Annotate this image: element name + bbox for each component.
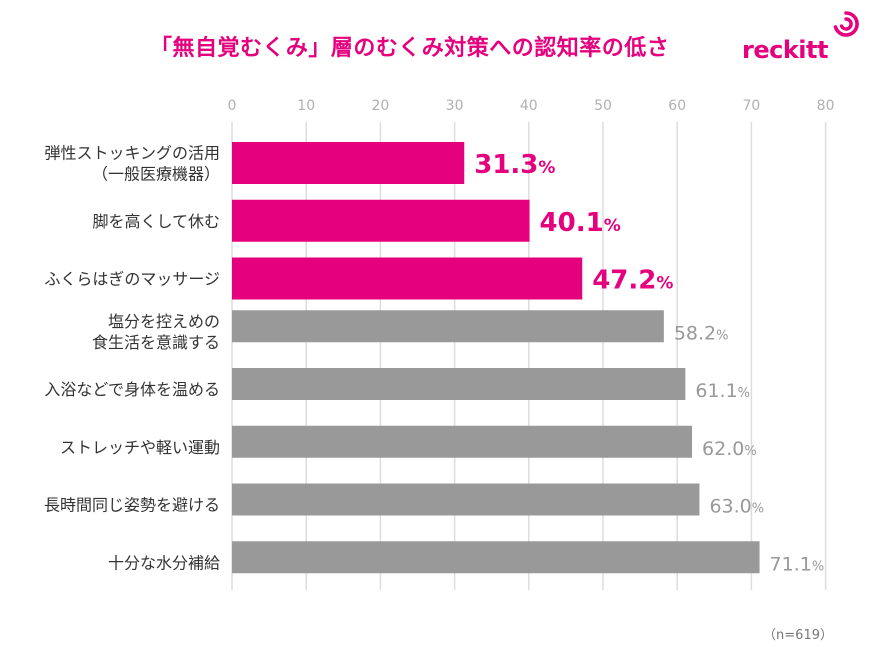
x-tick-label: 0 bbox=[228, 98, 237, 114]
category-label-line: 入浴などで身体を温める bbox=[44, 380, 220, 399]
chart-title: 「無自覚むくみ」層のむくみ対策への認知率の低さ bbox=[150, 36, 670, 61]
value-unit: % bbox=[538, 158, 555, 178]
category-label-line: 弾性ストッキングの活用 bbox=[44, 144, 220, 163]
bar bbox=[232, 142, 465, 184]
bar bbox=[232, 257, 583, 300]
x-tick-label: 70 bbox=[742, 98, 760, 114]
category-label: 脚を高くして休む bbox=[92, 212, 220, 231]
value-label: 61.1% bbox=[695, 380, 750, 402]
category-label-line: （一般医療機器） bbox=[92, 165, 220, 184]
category-label: 十分な水分補給 bbox=[108, 553, 220, 572]
value-label: 47.2% bbox=[592, 266, 673, 296]
category-label-line: 脚を高くして休む bbox=[92, 212, 220, 231]
value-label: 58.2% bbox=[674, 322, 729, 344]
value-label: 71.1% bbox=[770, 553, 825, 575]
category-label-line: 長時間同じ姿勢を避ける bbox=[44, 496, 220, 515]
value-unit: % bbox=[744, 444, 756, 459]
value-label: 31.3% bbox=[474, 150, 555, 180]
value-unit: % bbox=[656, 274, 673, 294]
sample-size-note: （n=619） bbox=[763, 628, 833, 643]
value-label: 40.1% bbox=[540, 208, 621, 238]
bar bbox=[232, 541, 760, 574]
x-tick-label: 10 bbox=[297, 98, 315, 114]
value-number: 61.1 bbox=[695, 380, 737, 402]
bar bbox=[232, 199, 530, 242]
category-label: 塩分を控えめの食生活を意識する bbox=[92, 312, 220, 352]
value-label: 62.0% bbox=[702, 438, 757, 460]
value-unit: % bbox=[604, 216, 621, 236]
value-unit: % bbox=[812, 559, 824, 574]
value-number: 40.1 bbox=[540, 208, 604, 238]
bar bbox=[232, 425, 693, 458]
value-number: 71.1 bbox=[770, 553, 812, 575]
brand-name: reckitt bbox=[742, 36, 828, 64]
x-tick-label: 60 bbox=[668, 98, 686, 114]
value-unit: % bbox=[716, 328, 728, 343]
bar bbox=[232, 368, 686, 400]
value-number: 63.0 bbox=[709, 496, 751, 518]
x-tick-label: 20 bbox=[371, 98, 389, 114]
category-label: 長時間同じ姿勢を避ける bbox=[44, 496, 220, 515]
category-label: ストレッチや軽い運動 bbox=[60, 438, 220, 457]
x-tick-label: 30 bbox=[446, 98, 464, 114]
value-number: 47.2 bbox=[592, 266, 656, 296]
bar bbox=[232, 310, 664, 343]
category-label: 弾性ストッキングの活用 （一般医療機器） bbox=[44, 144, 220, 184]
x-tick-label: 50 bbox=[594, 98, 612, 114]
category-label: ふくらはぎのマッサージ bbox=[44, 270, 220, 289]
value-number: 58.2 bbox=[674, 322, 716, 344]
category-label: 入浴などで身体を温める bbox=[44, 380, 220, 399]
x-tick-label: 40 bbox=[520, 98, 538, 114]
category-label-line: 塩分を控えめの bbox=[108, 312, 220, 331]
reckitt-swirl-icon bbox=[833, 11, 859, 37]
value-number: 31.3 bbox=[474, 150, 538, 180]
category-label-line: 食生活を意識する bbox=[92, 333, 220, 352]
category-label-line: ストレッチや軽い運動 bbox=[60, 438, 220, 457]
value-unit: % bbox=[738, 386, 750, 401]
x-tick-label: 80 bbox=[817, 98, 835, 114]
category-label-line: ふくらはぎのマッサージ bbox=[44, 270, 220, 289]
value-label: 63.0% bbox=[709, 496, 764, 518]
value-number: 62.0 bbox=[702, 438, 744, 460]
bar bbox=[232, 483, 700, 516]
value-unit: % bbox=[752, 502, 764, 517]
brand-logo: reckitt bbox=[742, 10, 862, 70]
category-label-line: 十分な水分補給 bbox=[108, 553, 220, 572]
